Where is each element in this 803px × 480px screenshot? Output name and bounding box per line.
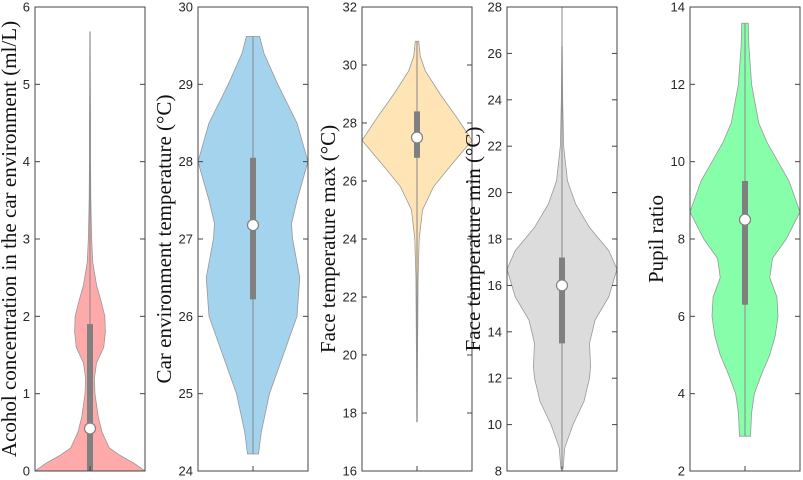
y-tick-label: 26 (179, 309, 193, 324)
y-tick-label: 2 (678, 464, 685, 479)
y-tick-label: 12 (488, 371, 502, 386)
y-tick-label: 24 (343, 232, 357, 247)
y-tick-label: 14 (671, 0, 685, 15)
violin-panel-2: 24 25 26 27 28 29 30 Car environment temperatur… (152, 0, 309, 479)
y-tick-label: 0 (23, 464, 30, 479)
y-tick-label: 12 (671, 77, 685, 92)
iqr-box (87, 324, 93, 471)
violin-panel-5: 2 4 6 8 10 12 14 Pupil ratio (644, 0, 801, 479)
y-tick-label: 24 (488, 92, 502, 107)
y-tick-label: 6 (23, 0, 30, 15)
y-tick-label: 4 (678, 386, 685, 401)
y-axis-label: Pupil ratio (644, 195, 668, 283)
median-marker (410, 131, 424, 144)
y-tick-label: 20 (488, 185, 502, 200)
y-tick-label: 10 (488, 417, 502, 432)
y-tick-label: 28 (343, 116, 357, 131)
y-axis-label: Face temperature min (°C) (461, 127, 485, 352)
y-tick-label: 30 (343, 58, 357, 73)
y-axis-label: Face temperature max (°C) (316, 125, 340, 353)
y-tick-label: 18 (343, 406, 357, 421)
y-tick-label: 32 (343, 0, 357, 15)
y-tick-label: 27 (179, 232, 193, 247)
y-tick-label: 16 (343, 464, 357, 479)
violin-panel-3: 16 18 20 22 24 26 28 30 32 Face temperature max (… (316, 0, 473, 479)
y-tick-label: 28 (488, 0, 502, 15)
y-tick-label: 2 (23, 309, 30, 324)
y-tick-label: 6 (678, 309, 685, 324)
median-marker (738, 213, 752, 226)
y-tick-label: 24 (179, 464, 193, 479)
y-tick-label: 22 (488, 139, 502, 154)
y-tick-label: 18 (488, 232, 502, 247)
iqr-box (742, 181, 748, 305)
y-tick-label: 10 (671, 154, 685, 169)
y-tick-label: 30 (179, 0, 193, 15)
y-tick-label: 5 (23, 77, 30, 92)
y-tick-label: 26 (488, 46, 502, 61)
y-tick-label: 16 (488, 278, 502, 293)
y-tick-label: 8 (495, 464, 502, 479)
y-tick-label: 1 (23, 386, 30, 401)
median-marker (83, 422, 97, 435)
y-axis-label: Car environment temperature (°C) (152, 95, 176, 384)
y-tick-label: 26 (343, 174, 357, 189)
y-tick-label: 14 (488, 324, 502, 339)
y-tick-label: 25 (179, 386, 193, 401)
y-tick-label: 3 (23, 232, 30, 247)
median-marker (246, 218, 260, 232)
violin-panel-4: 8 10 12 14 16 18 20 22 24 26 28 Face temperature mi… (461, 0, 618, 479)
y-tick-label: 22 (343, 290, 357, 305)
iqr-box (559, 257, 565, 344)
y-tick-label: 4 (23, 154, 30, 169)
y-axis-label: Acohol concentration in the car environm… (0, 21, 21, 457)
y-tick-label: 20 (343, 348, 357, 363)
y-tick-label: 8 (678, 232, 685, 247)
median-marker (555, 279, 569, 292)
y-tick-label: 28 (179, 154, 193, 169)
y-tick-label: 29 (179, 77, 193, 92)
